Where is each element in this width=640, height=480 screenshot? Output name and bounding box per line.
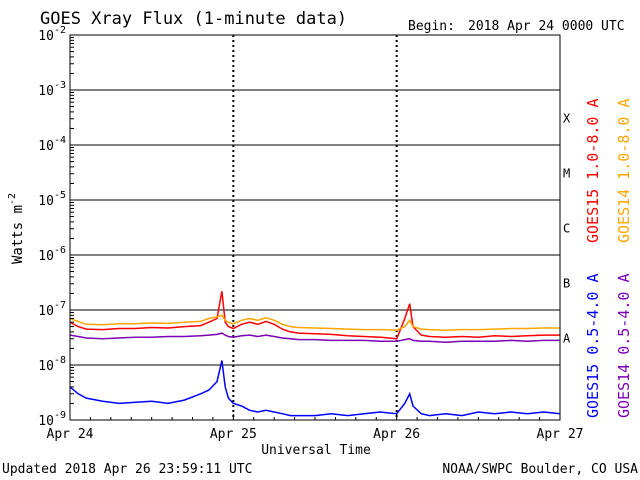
begin-label: Begin: — [408, 19, 455, 34]
y-tick-exponent: -8 — [54, 355, 66, 366]
y-tick-base: 10 — [38, 194, 54, 209]
x-axis-label: Universal Time — [261, 443, 371, 458]
x-tick-label: Apr 27 — [537, 427, 584, 442]
y-tick-base: 10 — [38, 249, 54, 264]
y-tick-label: 10-6 — [38, 245, 66, 264]
y-tick-base: 10 — [38, 84, 54, 99]
flare-class-label: B — [563, 277, 570, 291]
grid-layer — [70, 34, 560, 421]
y-tick-base: 10 — [38, 29, 54, 44]
y-axis-label: Watts m-2 — [7, 193, 26, 264]
series-line — [69, 314, 560, 331]
y-tick-base: 10 — [38, 414, 54, 429]
series-line — [69, 291, 560, 340]
flare-class-label: C — [563, 222, 570, 236]
legend: GOES15 1.0-8.0 A GOES14 1.0-8.0 A GOES15 0… — [584, 99, 633, 419]
y-tick-base: 10 — [38, 304, 54, 319]
x-tick-label: Apr 25 — [210, 427, 257, 442]
y-tick-label: 10-5 — [38, 190, 66, 209]
y-axis-label-exponent: -2 — [7, 193, 18, 205]
legend-entry: GOES14 1.0-8.0 A — [615, 99, 633, 244]
y-tick-label: 10-2 — [38, 25, 66, 44]
y-tick-exponent: -2 — [54, 25, 66, 36]
y-tick-base: 10 — [38, 359, 54, 374]
flare-class-label: M — [563, 167, 570, 181]
legend-entry: GOES15 0.5-4.0 A — [584, 274, 602, 419]
legend-entry: GOES15 1.0-8.0 A — [584, 99, 602, 244]
y-tick-base: 10 — [38, 139, 54, 154]
x-tick-label: Apr 24 — [47, 427, 94, 442]
y-tick-exponent: -6 — [54, 245, 66, 256]
begin-value: 2018 Apr 24 0000 UTC — [468, 19, 625, 34]
series-line — [69, 332, 560, 343]
flare-class-labels: X M C B A — [563, 112, 571, 346]
y-tick-label: 10-4 — [38, 135, 66, 154]
updated-timestamp: Updated 2018 Apr 26 23:59:11 UTC — [2, 462, 252, 477]
y-tick-exponent: -3 — [54, 80, 66, 91]
y-tick-exponent: -5 — [54, 190, 66, 201]
credit-text: NOAA/SWPC Boulder, CO USA — [442, 462, 638, 477]
y-axis: 10-210-310-410-510-610-710-810-9 — [38, 25, 74, 429]
y-tick-exponent: -9 — [54, 410, 66, 421]
y-tick-label: 10-9 — [38, 410, 66, 429]
y-tick-label: 10-7 — [38, 300, 66, 319]
flare-class-label: X — [563, 112, 571, 126]
y-tick-label: 10-3 — [38, 80, 66, 99]
y-tick-exponent: -4 — [54, 135, 66, 146]
series-layer — [69, 291, 561, 417]
legend-entry: GOES14 0.5-4.0 A — [615, 274, 633, 419]
y-tick-exponent: -7 — [54, 300, 66, 311]
y-axis-label-text: Watts m — [10, 205, 26, 264]
flare-class-label: A — [563, 332, 571, 346]
chart-title: GOES Xray Flux (1-minute data) — [40, 9, 347, 29]
series-line — [69, 360, 561, 417]
x-tick-label: Apr 26 — [373, 427, 420, 442]
x-axis: Apr 24 Apr 25 Apr 26 Apr 27 — [47, 414, 584, 442]
y-tick-label: 10-8 — [38, 355, 66, 374]
